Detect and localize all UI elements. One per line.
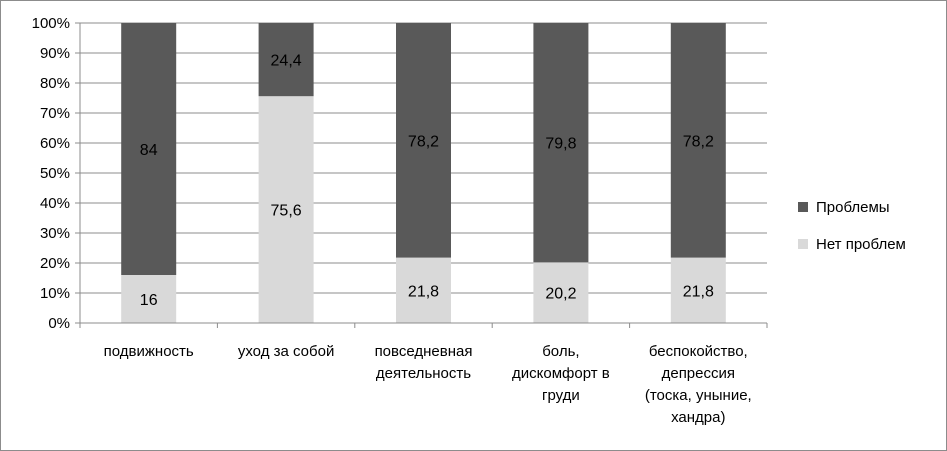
y-tick-label: 0% xyxy=(48,315,70,332)
data-label: 78,2 xyxy=(683,133,714,150)
data-label: 75,6 xyxy=(271,203,302,220)
bar-segment xyxy=(258,23,314,97)
legend-label: Нет проблем xyxy=(816,236,906,253)
legend: Проблемы Нет проблем xyxy=(798,199,906,253)
y-tick-label: 30% xyxy=(40,225,70,242)
y-tick-label: 50% xyxy=(40,165,70,182)
bar-segment xyxy=(121,23,177,275)
x-category-label: подвижность xyxy=(104,343,194,360)
bar-segment xyxy=(396,257,451,323)
data-label: 78,2 xyxy=(408,133,439,150)
y-tick-label: 10% xyxy=(40,285,70,302)
data-label: 21,8 xyxy=(408,283,439,300)
bar-segment xyxy=(670,257,726,323)
data-label: 84 xyxy=(140,142,158,159)
bar-segment xyxy=(121,275,177,323)
y-tick-label: 100% xyxy=(32,15,70,32)
bar-segment xyxy=(533,23,589,263)
bar-segment xyxy=(670,23,726,258)
data-label: 16 xyxy=(140,292,158,309)
legend-label: Проблемы xyxy=(816,199,890,216)
y-tick-label: 70% xyxy=(40,105,70,122)
bar-segment xyxy=(396,23,451,258)
y-tick-label: 40% xyxy=(40,195,70,212)
bar-segment xyxy=(533,262,589,323)
bar-segment xyxy=(258,96,314,323)
axes xyxy=(75,22,768,328)
data-label: 24,4 xyxy=(271,53,302,70)
y-tick-label: 80% xyxy=(40,75,70,92)
data-label: 21,8 xyxy=(683,283,714,300)
legend-swatch xyxy=(798,239,808,249)
bars: 16 84 75,6 24,4 21,8 78,2 20,2 79,8 21,8 78,2 xyxy=(121,23,726,323)
y-tick-labels: 0% 10% 20% 30% 40% 50% 60% 70% 80% 90% 100% xyxy=(32,15,70,332)
data-label: 79,8 xyxy=(545,136,576,153)
x-category-labels: подвижность уход за собой повседневная деят… xyxy=(104,343,752,426)
x-category-label: боль, дискомфорт в груди xyxy=(512,343,610,404)
data-label: 20,2 xyxy=(545,286,576,303)
x-category-label: повседневная деятельность xyxy=(375,343,473,382)
y-tick-label: 90% xyxy=(40,45,70,62)
y-tick-label: 60% xyxy=(40,135,70,152)
x-category-label: уход за собой xyxy=(238,343,334,360)
legend-swatch xyxy=(798,202,808,212)
x-category-label: беспокойство, депрессия (тоска, уныние, хан… xyxy=(645,343,752,426)
y-tick-label: 20% xyxy=(40,255,70,272)
